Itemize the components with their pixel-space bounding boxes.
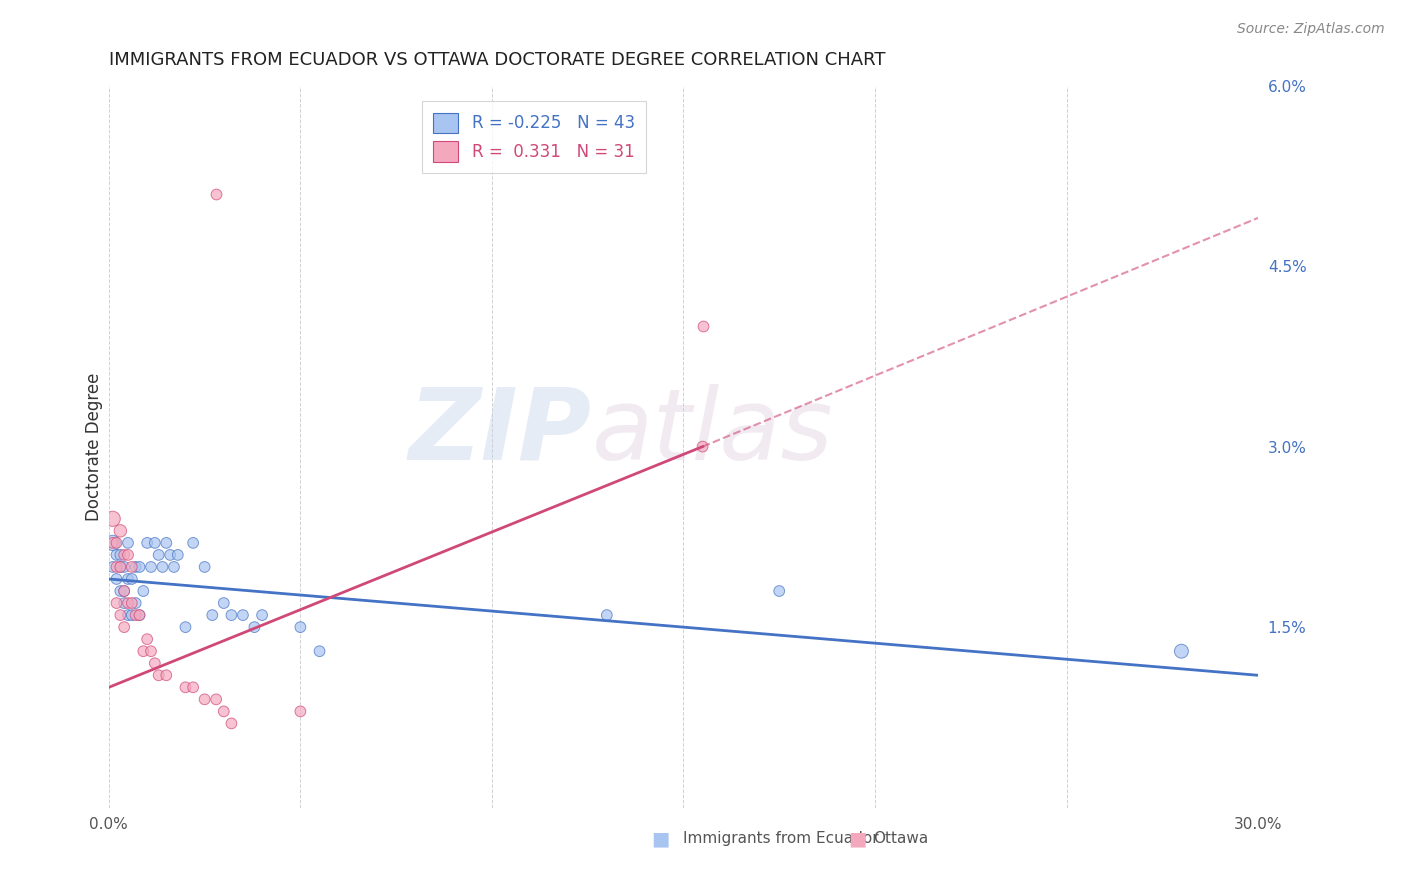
Point xyxy=(1170,644,1192,658)
Point xyxy=(101,536,124,550)
Point xyxy=(132,644,155,658)
Point xyxy=(121,572,143,586)
Point xyxy=(221,608,243,623)
Point xyxy=(205,186,228,201)
Point xyxy=(159,548,181,562)
Point xyxy=(110,524,132,538)
Point xyxy=(243,620,266,634)
Point xyxy=(117,536,139,550)
Point xyxy=(110,608,132,623)
Point xyxy=(181,681,204,695)
Point xyxy=(155,668,177,682)
Point xyxy=(148,548,170,562)
Text: Ottawa: Ottawa xyxy=(873,831,928,847)
Point xyxy=(136,536,159,550)
Text: Source: ZipAtlas.com: Source: ZipAtlas.com xyxy=(1237,22,1385,37)
Point xyxy=(110,548,132,562)
Point xyxy=(101,536,124,550)
Point xyxy=(121,596,143,610)
Point xyxy=(692,440,714,454)
Text: IMMIGRANTS FROM ECUADOR VS OTTAWA DOCTORATE DEGREE CORRELATION CHART: IMMIGRANTS FROM ECUADOR VS OTTAWA DOCTOR… xyxy=(108,51,886,69)
Point xyxy=(174,681,197,695)
Point xyxy=(128,608,150,623)
Text: ZIP: ZIP xyxy=(409,384,592,481)
Point xyxy=(124,560,146,574)
Point xyxy=(112,548,135,562)
Point xyxy=(136,632,159,647)
Point xyxy=(163,560,186,574)
Point xyxy=(105,596,128,610)
Point xyxy=(132,584,155,599)
Point xyxy=(105,536,128,550)
Point xyxy=(148,668,170,682)
Text: ■: ■ xyxy=(651,830,669,848)
Point xyxy=(166,548,188,562)
Point xyxy=(121,608,143,623)
Point xyxy=(143,657,166,671)
Point xyxy=(139,560,162,574)
Point xyxy=(117,608,139,623)
Point xyxy=(110,560,132,574)
Point xyxy=(308,644,330,658)
Point xyxy=(112,596,135,610)
Text: atlas: atlas xyxy=(592,384,834,481)
Point xyxy=(121,560,143,574)
Point xyxy=(212,596,235,610)
Point xyxy=(201,608,224,623)
Point xyxy=(105,572,128,586)
Point xyxy=(174,620,197,634)
Point xyxy=(105,548,128,562)
Text: ■: ■ xyxy=(848,830,866,848)
Point xyxy=(128,560,150,574)
Point xyxy=(117,596,139,610)
Point xyxy=(112,584,135,599)
Point xyxy=(128,608,150,623)
Point xyxy=(290,620,312,634)
Point xyxy=(143,536,166,550)
Point xyxy=(112,560,135,574)
Point xyxy=(596,608,619,623)
Point xyxy=(290,705,312,719)
Point xyxy=(232,608,254,623)
Point xyxy=(194,692,217,706)
Text: Immigrants from Ecuador: Immigrants from Ecuador xyxy=(683,831,879,847)
Point xyxy=(124,596,146,610)
Point xyxy=(105,560,128,574)
Point xyxy=(112,584,135,599)
Point xyxy=(101,512,124,526)
Point xyxy=(117,548,139,562)
Point xyxy=(155,536,177,550)
Point xyxy=(110,584,132,599)
Point xyxy=(768,584,790,599)
Point xyxy=(181,536,204,550)
Point xyxy=(101,560,124,574)
Point xyxy=(152,560,174,574)
Legend: R = -0.225   N = 43, R =  0.331   N = 31: R = -0.225 N = 43, R = 0.331 N = 31 xyxy=(422,101,647,173)
Point xyxy=(692,319,714,334)
Point xyxy=(194,560,217,574)
Point xyxy=(221,716,243,731)
Point xyxy=(139,644,162,658)
Y-axis label: Doctorate Degree: Doctorate Degree xyxy=(86,372,103,521)
Point xyxy=(112,620,135,634)
Point xyxy=(117,572,139,586)
Point xyxy=(212,705,235,719)
Point xyxy=(124,608,146,623)
Point xyxy=(110,560,132,574)
Point xyxy=(250,608,273,623)
Point xyxy=(205,692,228,706)
